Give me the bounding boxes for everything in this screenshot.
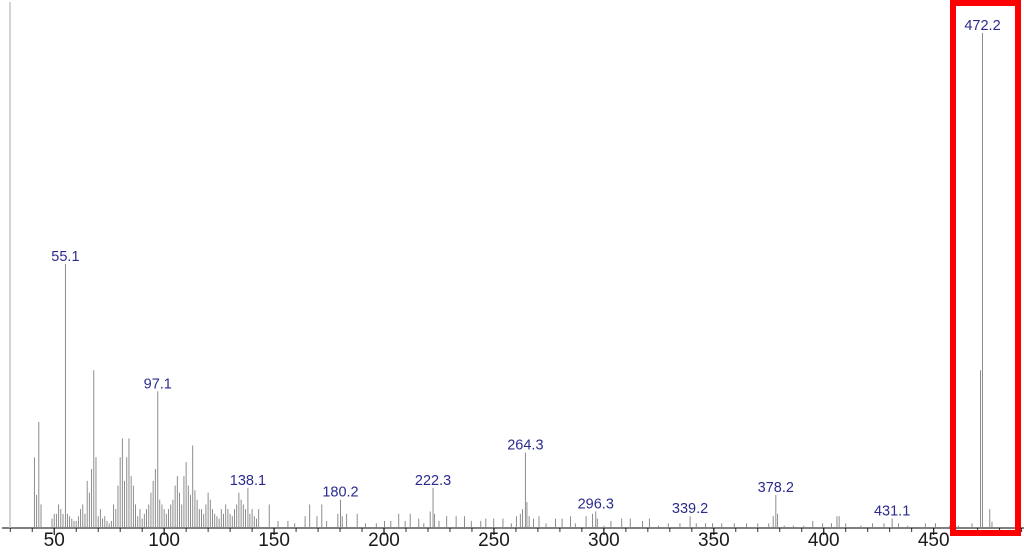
svg-text:138.1: 138.1 xyxy=(230,473,266,489)
svg-text:296.3: 296.3 xyxy=(578,497,614,513)
svg-text:50: 50 xyxy=(44,530,65,551)
svg-text:55.1: 55.1 xyxy=(51,249,79,265)
svg-text:400: 400 xyxy=(808,530,840,551)
svg-text:100: 100 xyxy=(148,530,180,551)
svg-text:350: 350 xyxy=(698,530,730,551)
svg-text:180.2: 180.2 xyxy=(322,485,358,501)
svg-text:222.3: 222.3 xyxy=(415,473,451,489)
svg-text:300: 300 xyxy=(588,530,620,551)
svg-text:450: 450 xyxy=(918,530,950,551)
svg-text:200: 200 xyxy=(368,530,400,551)
svg-text:150: 150 xyxy=(258,530,290,551)
svg-text:339.2: 339.2 xyxy=(672,501,708,517)
svg-text:378.2: 378.2 xyxy=(758,480,794,496)
svg-text:431.1: 431.1 xyxy=(874,504,910,520)
svg-text:250: 250 xyxy=(478,530,510,551)
svg-text:97.1: 97.1 xyxy=(144,376,172,392)
svg-text:264.3: 264.3 xyxy=(507,438,543,454)
